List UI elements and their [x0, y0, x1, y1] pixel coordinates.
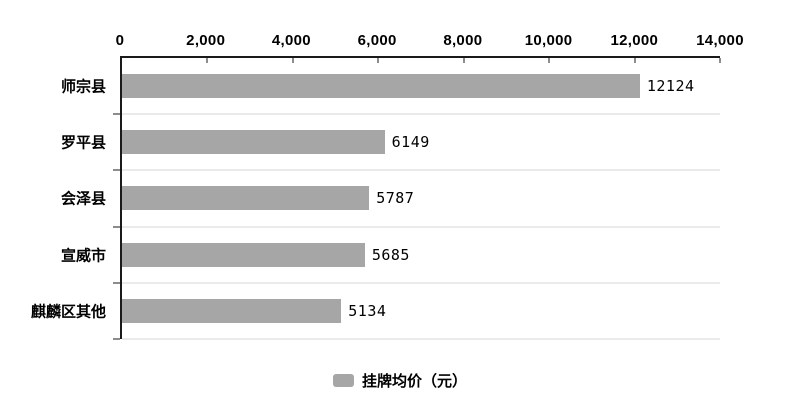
value-label: 5685 — [371, 245, 410, 264]
legend: 挂牌均价（元） — [0, 367, 800, 393]
x-tick-label: 12,000 — [610, 32, 659, 49]
x-tick-mark — [463, 58, 465, 63]
gridline — [122, 113, 720, 115]
category-label: 会泽县 — [60, 190, 106, 208]
x-tick-mark — [377, 58, 379, 63]
bar — [122, 242, 365, 267]
plot-area: 师宗县 12124 罗平县 6149 会泽县 5787 宣威市 5685 麒麟区其他 5134 — [31, 56, 721, 340]
x-tick-mark — [548, 58, 550, 63]
gridline — [122, 169, 720, 171]
bar-row: 麒麟区其他 5134 — [31, 283, 720, 339]
x-tick-mark — [719, 58, 721, 63]
y-tick-mark — [113, 113, 120, 115]
value-label: 5787 — [376, 189, 415, 208]
legend-label: 挂牌均价（元） — [361, 372, 467, 390]
bar — [122, 298, 342, 323]
gridline — [122, 226, 720, 228]
legend-marker-icon — [332, 373, 354, 387]
x-tick-label: 14,000 — [696, 32, 744, 49]
x-tick-label: 0 — [115, 32, 125, 49]
x-tick-label: 8,000 — [443, 32, 483, 49]
category-label: 罗平县 — [60, 134, 106, 152]
bar-row: 罗平县 6149 — [61, 114, 720, 170]
x-tick-label: 4,000 — [271, 32, 311, 49]
y-tick-mark — [113, 169, 120, 171]
x-tick-label: 2,000 — [186, 32, 226, 49]
gridline — [122, 338, 720, 340]
category-label: 师宗县 — [60, 78, 106, 96]
bar-row: 师宗县 12124 — [61, 58, 720, 114]
bar-row: 宣威市 5685 — [61, 227, 720, 283]
category-label: 宣威市 — [60, 247, 106, 265]
value-label: 12124 — [646, 77, 695, 96]
y-tick-mark — [113, 226, 120, 228]
x-tick-label: 6,000 — [357, 32, 397, 49]
x-tick-mark — [292, 58, 294, 63]
bar — [122, 74, 640, 99]
bar — [122, 186, 370, 211]
gridline — [122, 282, 720, 284]
y-tick-mark — [113, 338, 120, 340]
value-label: 6149 — [391, 133, 430, 152]
y-tick-mark — [113, 282, 120, 284]
value-label: 5134 — [348, 301, 387, 320]
bar — [122, 130, 385, 155]
category-label: 麒麟区其他 — [30, 303, 106, 321]
x-tick-mark — [634, 58, 636, 63]
x-tick-label: 10,000 — [524, 32, 573, 49]
x-tick-mark — [206, 58, 208, 63]
x-axis-labels: 0 2,000 4,000 6,000 8,000 10,000 12,000 14,000 — [116, 20, 744, 56]
bar-row: 会泽县 5787 — [61, 170, 720, 226]
